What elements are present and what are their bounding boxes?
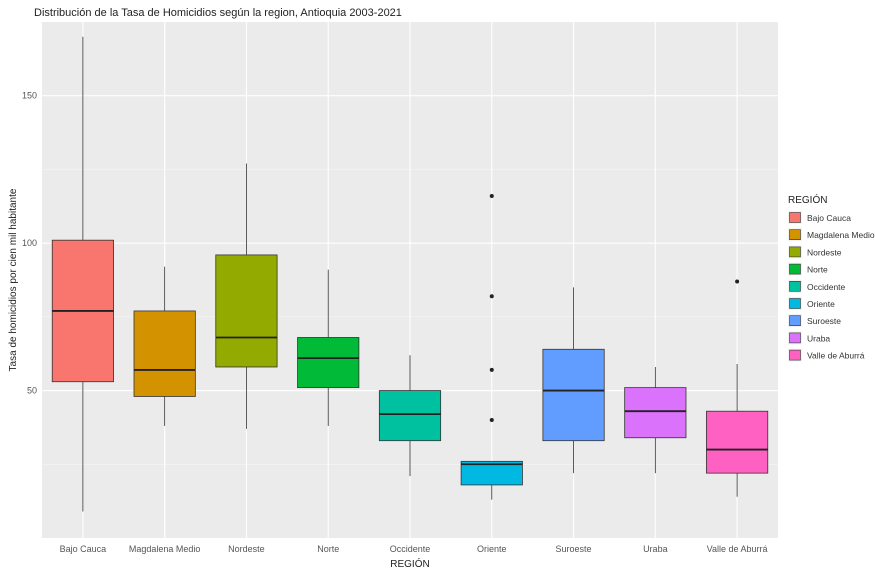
legend-item: Uraba — [788, 331, 830, 345]
legend-item: Occidente — [788, 279, 846, 293]
legend-swatch — [789, 332, 801, 344]
y-tick-label: 50 — [27, 386, 37, 396]
legend-swatch — [789, 212, 801, 223]
legend-label: Uraba — [807, 333, 830, 343]
box-magdalena-medio — [133, 266, 196, 426]
legend: REGIÓN Bajo Cauca Magdalena Medio Nordeste… — [788, 193, 875, 362]
legend-swatch — [789, 263, 801, 275]
x-tick-label: Occidente — [390, 544, 431, 554]
x-axis-label: REGIÓN — [390, 557, 429, 570]
box-suroeste — [542, 287, 605, 474]
chart-title: Distribución de la Tasa de Homicidios se… — [34, 7, 402, 19]
y-tick-label: 150 — [22, 91, 37, 101]
legend-swatch — [789, 315, 801, 327]
legend-swatch — [789, 349, 801, 361]
legend-item: Suroeste — [788, 314, 841, 328]
x-tick-labels: Bajo Cauca Magdalena Medio Nordeste Norte Oc… — [60, 544, 768, 554]
legend-item: Nordeste — [788, 245, 842, 259]
box-uraba — [624, 366, 687, 474]
legend-swatch — [789, 298, 801, 309]
legend-swatch — [789, 229, 801, 240]
legend-item: Bajo Cauca — [788, 211, 851, 224]
box-norte — [297, 269, 360, 426]
outlier-point — [489, 418, 494, 423]
x-tick-label: Suroeste — [556, 544, 592, 554]
outlier-point — [735, 279, 740, 284]
outlier-point — [489, 294, 494, 299]
legend-label: Suroeste — [807, 316, 841, 326]
legend-label: Norte — [807, 265, 828, 275]
legend-item: Valle de Aburrá — [788, 348, 865, 362]
legend-items: Bajo Cauca Magdalena Medio Nordeste Norte Oc… — [788, 211, 875, 362]
outlier-point — [489, 367, 494, 372]
legend-label: Occidente — [807, 282, 846, 292]
legend-swatch — [789, 246, 801, 258]
x-tick-label: Oriente — [477, 544, 507, 554]
x-tick-label: Norte — [317, 544, 339, 554]
legend-swatch — [789, 280, 801, 292]
legend-item: Oriente — [788, 297, 835, 310]
box-body — [706, 410, 769, 474]
legend-label: Oriente — [807, 299, 835, 309]
y-tick-labels: 50 100 150 — [22, 91, 37, 396]
legend-title: REGIÓN — [788, 193, 827, 206]
box-valle-de-aburrá — [706, 279, 769, 497]
legend-item: Magdalena Medio — [788, 228, 875, 242]
box-body — [542, 348, 605, 442]
legend-label: Nordeste — [807, 247, 842, 257]
legend-label: Bajo Cauca — [807, 213, 851, 223]
x-tick-label: Magdalena Medio — [129, 544, 201, 554]
box-body — [297, 337, 360, 389]
box-nordeste — [215, 163, 278, 429]
box-occidente — [378, 355, 442, 477]
box-body — [460, 460, 523, 486]
y-tick-label: 100 — [22, 238, 37, 248]
legend-label: Valle de Aburrá — [807, 351, 865, 361]
outlier-point — [489, 193, 494, 198]
boxes — [51, 36, 769, 512]
x-tick-label: Nordeste — [228, 544, 265, 554]
box-body — [133, 310, 196, 397]
box-body — [378, 390, 442, 442]
legend-item: Norte — [788, 262, 828, 276]
box-bajo-cauca — [51, 36, 114, 512]
x-tick-label: Uraba — [643, 544, 668, 554]
box-body — [215, 254, 278, 368]
x-tick-label: Valle de Aburrá — [707, 544, 768, 554]
x-tick-label: Bajo Cauca — [60, 544, 107, 554]
box-oriente — [460, 193, 523, 500]
y-axis-label: Tasa de homicidios por cien mil habitant… — [8, 188, 19, 371]
legend-label: Magdalena Medio — [807, 230, 875, 240]
box-body — [624, 387, 687, 439]
